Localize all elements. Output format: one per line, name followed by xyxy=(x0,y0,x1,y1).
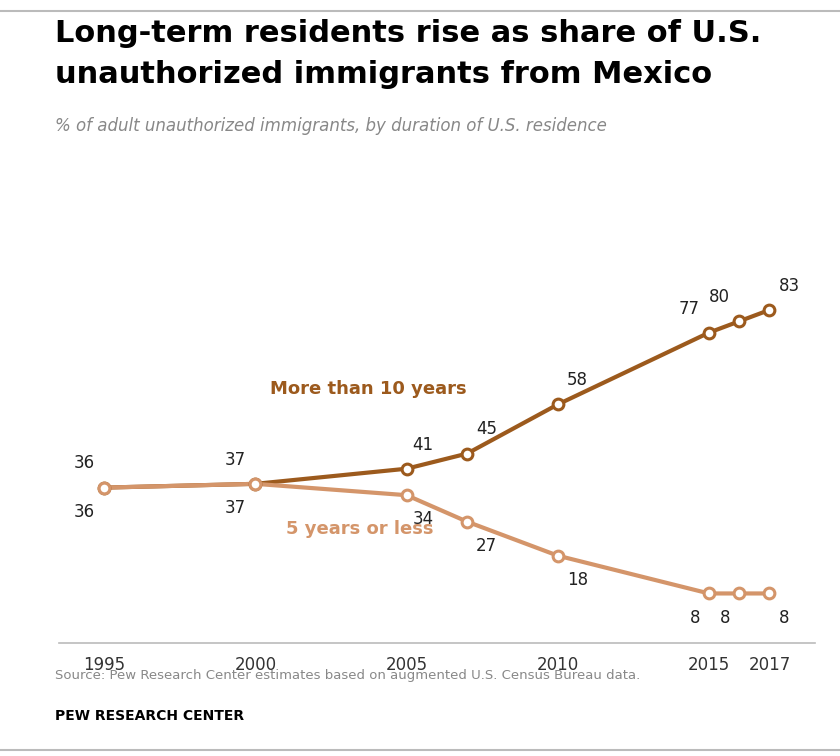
Point xyxy=(702,327,716,339)
Point xyxy=(763,587,776,600)
Point xyxy=(400,463,413,475)
Point xyxy=(460,448,474,460)
Text: unauthorized immigrants from Mexico: unauthorized immigrants from Mexico xyxy=(55,60,711,89)
Text: 37: 37 xyxy=(225,499,246,517)
Point xyxy=(732,587,746,600)
Text: 8: 8 xyxy=(690,609,700,627)
Text: 83: 83 xyxy=(779,277,800,295)
Text: 36: 36 xyxy=(74,454,95,472)
Text: Source: Pew Research Center estimates based on augmented U.S. Census Bureau data: Source: Pew Research Center estimates ba… xyxy=(55,669,640,682)
Text: 41: 41 xyxy=(412,435,433,454)
Point xyxy=(551,550,564,562)
Text: 80: 80 xyxy=(709,288,730,306)
Point xyxy=(702,587,716,600)
Text: 27: 27 xyxy=(476,537,497,555)
Text: 45: 45 xyxy=(476,420,497,438)
Text: 8: 8 xyxy=(720,609,730,627)
Point xyxy=(460,516,474,528)
Text: 36: 36 xyxy=(74,503,95,521)
Point xyxy=(551,398,564,411)
Text: PEW RESEARCH CENTER: PEW RESEARCH CENTER xyxy=(55,709,244,723)
Point xyxy=(400,489,413,501)
Text: 34: 34 xyxy=(412,510,433,528)
Text: 77: 77 xyxy=(679,299,700,318)
Text: 58: 58 xyxy=(567,371,588,389)
Text: More than 10 years: More than 10 years xyxy=(270,380,467,398)
Text: % of adult unauthorized immigrants, by duration of U.S. residence: % of adult unauthorized immigrants, by d… xyxy=(55,117,606,135)
Point xyxy=(249,478,262,490)
Text: 18: 18 xyxy=(567,571,588,589)
Point xyxy=(732,315,746,327)
Text: 5 years or less: 5 years or less xyxy=(286,520,433,538)
Point xyxy=(249,478,262,490)
Text: 37: 37 xyxy=(225,451,246,469)
Text: Long-term residents rise as share of U.S.: Long-term residents rise as share of U.S… xyxy=(55,19,761,48)
Text: 8: 8 xyxy=(779,609,789,627)
Point xyxy=(763,304,776,316)
Point xyxy=(97,482,111,494)
Point xyxy=(97,482,111,494)
